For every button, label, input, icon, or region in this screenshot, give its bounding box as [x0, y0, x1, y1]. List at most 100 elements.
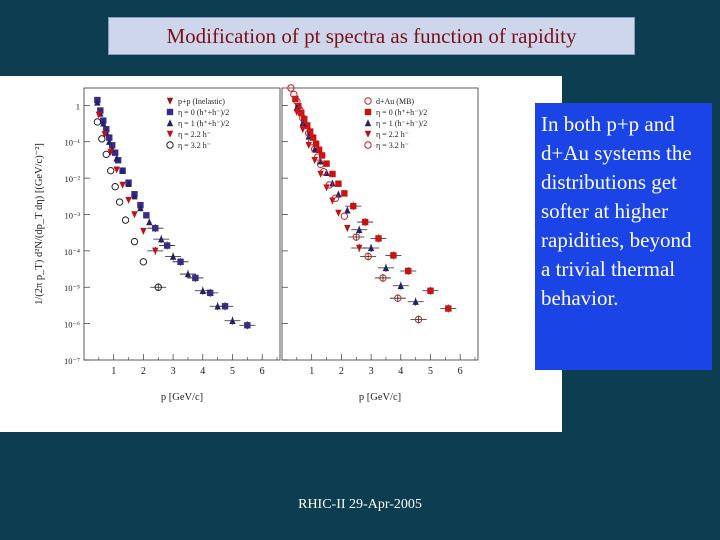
data-point: [107, 166, 115, 175]
y-tick-label: 10⁻⁷: [64, 356, 80, 366]
legend-marker: [166, 141, 174, 149]
legend-entry: η = 0 (h⁺+h⁻)/2: [376, 108, 427, 117]
data-point: [412, 297, 419, 305]
data-point: [317, 170, 324, 178]
legend-marker: [364, 119, 372, 127]
data-point: [101, 131, 108, 139]
data-point: [107, 148, 114, 156]
data-point: [390, 252, 397, 259]
data-point: [427, 287, 434, 294]
data-point: [93, 118, 102, 126]
data-point: [335, 180, 342, 187]
y-tick-label: 10⁻³: [64, 210, 80, 220]
data-point: [356, 225, 363, 233]
data-point: [106, 137, 113, 145]
data-point: [305, 129, 313, 138]
data-point: [143, 212, 150, 219]
data-point: [356, 244, 363, 252]
data-point: [315, 146, 323, 154]
data-point: [323, 160, 330, 167]
data-point: [397, 281, 404, 289]
data-point: [152, 224, 159, 232]
legend-entry: η = 2.2 h⁻: [178, 130, 211, 139]
data-point: [113, 154, 120, 162]
legend-marker: [364, 141, 372, 149]
data-point: [344, 206, 351, 214]
data-point: [119, 181, 126, 189]
x-tick-label: 4: [398, 366, 403, 377]
data-point: [296, 106, 304, 114]
data-point: [121, 216, 130, 224]
data-point: [375, 235, 382, 242]
y-tick-label: 10⁻⁵: [64, 283, 80, 293]
y-tick-label: 10⁻²: [64, 174, 80, 184]
data-point: [293, 108, 301, 116]
data-point: [299, 114, 307, 122]
plot-frame: [281, 87, 479, 361]
note-box: In both p+p and d+Au systems the distrib…: [535, 103, 712, 370]
legend-entry: p+p (Inelastic): [178, 97, 225, 106]
data-point: [152, 247, 159, 255]
data-point: [100, 119, 107, 127]
data-point: [323, 184, 330, 192]
data-point: [304, 122, 311, 129]
data-point: [329, 197, 336, 205]
data-point: [290, 90, 298, 99]
data-point: [310, 145, 319, 153]
data-point: [214, 302, 221, 310]
legend-entry: η = 1 (h⁺+h⁻)/2: [178, 119, 229, 128]
data-point: [113, 166, 120, 174]
x-tick-label: 3: [369, 366, 374, 377]
data-point: [350, 202, 357, 210]
legend-marker: [166, 108, 174, 116]
data-point: [309, 134, 317, 141]
data-point: [146, 218, 153, 226]
x-axis-label: p [GeV/c]: [359, 392, 401, 403]
data-point: [313, 153, 322, 161]
data-point: [154, 283, 162, 291]
figure-panel: 1 2 3 4 5 6 1 10⁻¹ 10⁻² 10⁻³ 10⁻⁴ 10⁻⁵ 10⁻⁶ 10⁻⁷ p [Ge…: [0, 76, 562, 432]
data-point: [125, 179, 132, 187]
data-point: [158, 235, 165, 243]
legend-marker: [166, 119, 174, 127]
legend-marker: [166, 130, 174, 138]
legend-entry: η = 2.2 h⁻: [376, 130, 409, 139]
data-point: [95, 111, 103, 119]
data-point: [299, 119, 306, 127]
data-point: [94, 98, 101, 106]
data-point: [199, 286, 206, 294]
legend-entry: η = 3.2 h⁻: [376, 141, 409, 150]
x-tick-label: 3: [171, 366, 176, 377]
data-point: [379, 274, 387, 282]
series: [93, 118, 167, 292]
legend-marker: [364, 130, 372, 138]
series: [95, 111, 164, 255]
data-point: [311, 157, 318, 165]
data-point: [184, 270, 192, 278]
data-point: [229, 316, 236, 324]
footer-text: RHIC-II 29-Apr-2005: [298, 497, 422, 512]
x-tick-label: 1: [111, 366, 116, 377]
data-point: [131, 211, 138, 219]
panel-p+p: 1 2 3 4 5 6 1 10⁻¹ 10⁻² 10⁻³ 10⁻⁴ 10⁻⁵ 10⁻⁶ 10⁻⁷ p [Ge…: [64, 87, 281, 403]
data-point: [367, 244, 375, 252]
data-point: [319, 168, 328, 176]
x-axis-label: p [GeV/c]: [161, 392, 203, 403]
data-point: [344, 224, 351, 232]
data-point: [335, 209, 342, 217]
data-point: [295, 102, 302, 110]
panel-d+Au: 1 2 3 4 5 6 p [GeV/c] d+Au (MB) η = 0 (h⁺+h⁻)/2 η…: [281, 84, 479, 403]
data-point: [115, 198, 124, 206]
y-tick-label: 1: [76, 101, 80, 111]
data-point: [307, 128, 314, 135]
legend-entry: η = 3.2 h⁻: [178, 141, 211, 150]
y-tick-label: 10⁻⁴: [64, 247, 80, 257]
x-tick-label: 4: [200, 366, 205, 377]
data-point: [414, 315, 423, 324]
x-tick-label: 2: [141, 366, 146, 377]
data-point: [305, 142, 312, 150]
x-tick-label: 6: [458, 366, 463, 377]
data-point: [382, 264, 390, 272]
legend-entry: η = 0 (h⁺+h⁻)/2: [178, 108, 229, 117]
data-point: [292, 95, 299, 103]
